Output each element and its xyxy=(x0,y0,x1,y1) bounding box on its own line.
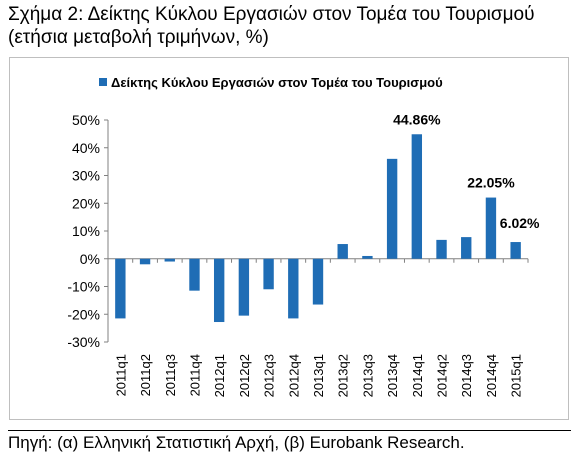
source-divider xyxy=(8,430,571,431)
y-tick-label: 50% xyxy=(72,112,100,128)
y-tick-label: 0% xyxy=(80,251,100,267)
legend-label: Δείκτης Κύκλου Εργασιών στον Τομέα του Τ… xyxy=(111,75,443,90)
bar xyxy=(510,242,521,259)
x-tick-label: 2012q2 xyxy=(237,354,252,397)
x-tick-label: 2013q3 xyxy=(360,354,375,397)
bar xyxy=(115,258,126,319)
bar xyxy=(386,158,398,259)
bar xyxy=(362,255,373,259)
bar xyxy=(337,244,348,259)
bar xyxy=(436,239,447,259)
chart-subtitle: (ετήσια μεταβολή τριμήνων, %) xyxy=(8,27,269,48)
x-tick-label: 2011q4 xyxy=(187,354,202,396)
chart-frame: Δείκτης Κύκλου Εργασιών στον Τομέα του Τ… xyxy=(9,57,569,420)
y-tick-label: 10% xyxy=(72,223,100,239)
x-tick-label: 2013q1 xyxy=(311,354,326,397)
y-tick-label: -10% xyxy=(67,279,100,295)
bar xyxy=(288,258,299,319)
data-label: 6.02% xyxy=(500,215,540,231)
chart-title: Σχήμα 2: Δείκτης Κύκλου Εργασιών στον Το… xyxy=(8,4,535,25)
data-label: 44.86% xyxy=(393,111,441,127)
bar xyxy=(213,258,225,323)
x-tick-label: 2012q1 xyxy=(212,354,227,397)
legend-swatch xyxy=(99,78,107,86)
x-tick-label: 2011q1 xyxy=(113,354,128,396)
x-tick-label: 2014q2 xyxy=(435,354,450,397)
x-tick-label: 2011q3 xyxy=(163,354,178,396)
bar xyxy=(139,258,151,265)
x-tick-label: 2014q1 xyxy=(410,354,425,397)
x-tick-label: 2011q2 xyxy=(138,354,153,396)
x-tick-label: 2013q4 xyxy=(385,354,400,397)
source-note: Πηγή: (α) Ελληνική Στατιστική Αρχή, (β) … xyxy=(8,433,465,452)
y-tick-label: 30% xyxy=(72,168,100,184)
bar xyxy=(461,237,472,259)
y-tick-label: 20% xyxy=(72,195,100,211)
bar xyxy=(411,134,423,259)
x-tick-label: 2014q3 xyxy=(459,354,474,397)
bar xyxy=(238,258,250,316)
data-label: 22.05% xyxy=(467,175,515,191)
bar xyxy=(312,258,324,305)
x-tick-label: 2014q4 xyxy=(484,354,499,397)
x-tick-label: 2012q3 xyxy=(262,354,277,397)
x-tick-label: 2015q1 xyxy=(509,354,524,397)
bar xyxy=(263,258,274,290)
bar xyxy=(164,258,175,262)
y-tick-label: -30% xyxy=(67,334,100,350)
x-tick-label: 2013q2 xyxy=(336,354,351,397)
bar xyxy=(189,258,200,291)
y-tick-label: 40% xyxy=(72,140,100,156)
y-tick-label: -20% xyxy=(67,306,100,322)
x-tick-label: 2012q4 xyxy=(286,354,301,397)
bar-chart: Δείκτης Κύκλου Εργασιών στον Τομέα του Τ… xyxy=(67,75,540,397)
bar xyxy=(485,197,497,259)
